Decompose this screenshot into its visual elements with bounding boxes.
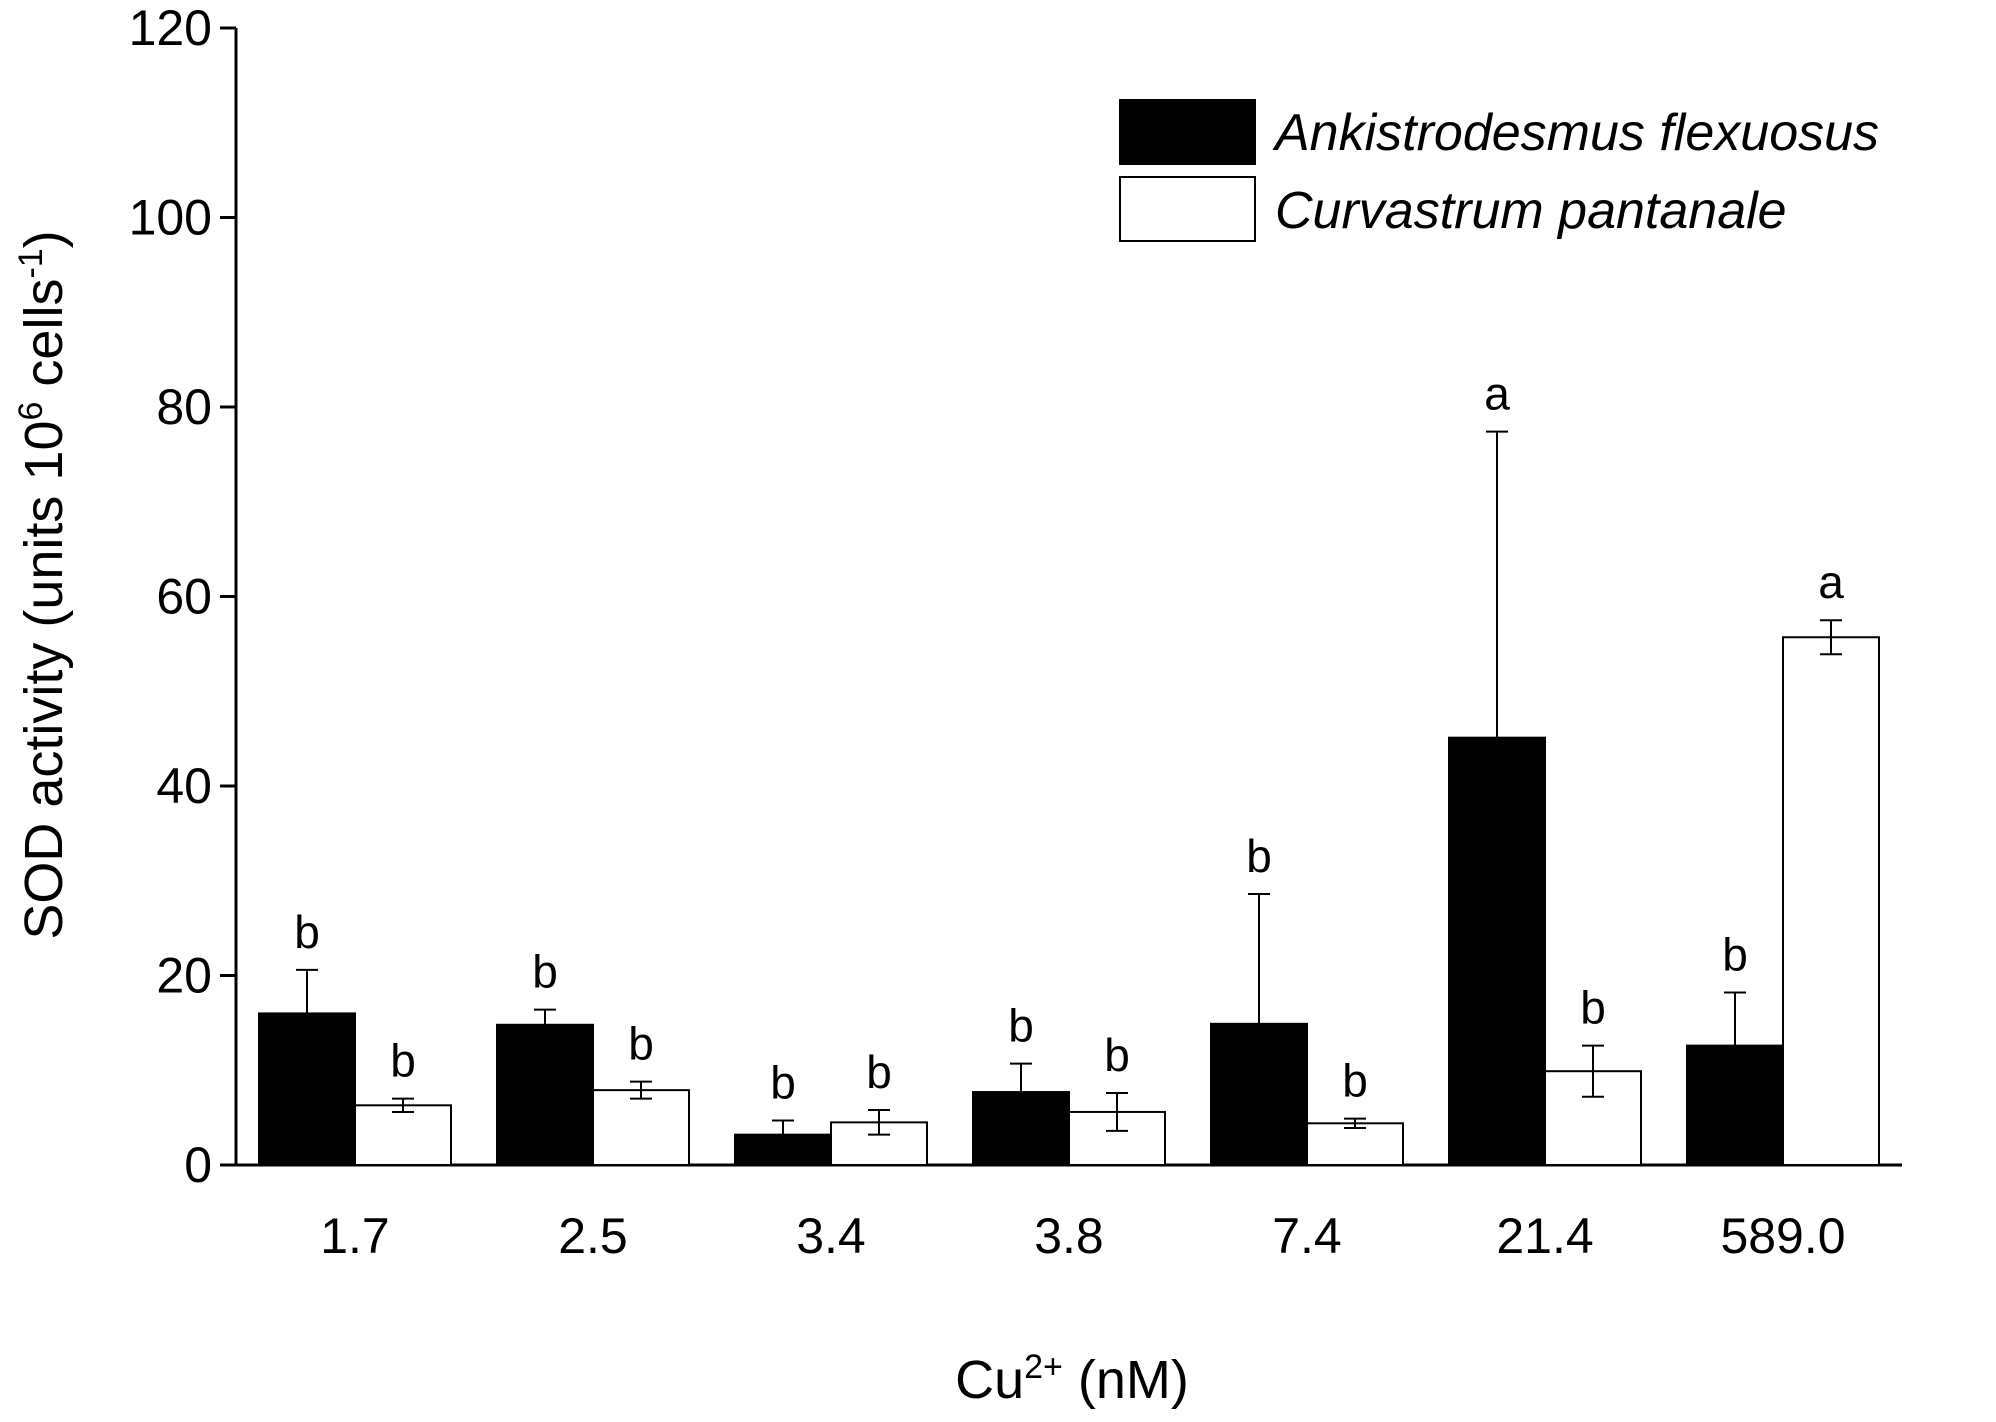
legend-label-series-1: Ankistrodesmus flexuosus bbox=[1272, 104, 1879, 162]
x-tick-label-1: 2.5 bbox=[558, 1208, 628, 1264]
x-tick-label-0: 1.7 bbox=[320, 1208, 390, 1264]
sig-label-s2-6: a bbox=[1818, 556, 1844, 608]
x-axis: 1.7 2.5 3.4 3.8 7.4 21.4 589.0 bbox=[236, 1163, 1902, 1264]
sig-label-s1-4: b bbox=[1246, 830, 1272, 882]
legend: Ankistrodesmus flexuosus Curvastrum pant… bbox=[1119, 99, 1879, 242]
sig-label-s1-3: b bbox=[1008, 1000, 1034, 1052]
sig-label-s1-2: b bbox=[770, 1056, 796, 1108]
y-tick-label-4: 80 bbox=[156, 379, 212, 435]
y-axis: 0 20 40 60 80 100 120 bbox=[129, 0, 238, 1193]
bar-series-1-1 bbox=[496, 1023, 594, 1167]
legend-swatch-series-2 bbox=[1119, 176, 1256, 242]
x-tick-label-5: 21.4 bbox=[1496, 1208, 1593, 1264]
bar-series-2-6 bbox=[1782, 636, 1880, 1166]
significance-labels: b b b b b b b b b b a b b a bbox=[294, 368, 1844, 1109]
sig-label-s2-4: b bbox=[1342, 1055, 1368, 1107]
sig-label-s1-1: b bbox=[532, 946, 558, 998]
error-bars bbox=[296, 430, 1842, 1155]
sig-label-s2-5: b bbox=[1580, 982, 1606, 1034]
y-axis-title: SOD activity (units 106 cells-1) bbox=[12, 230, 74, 939]
x-tick-label-4: 7.4 bbox=[1272, 1208, 1342, 1264]
bars bbox=[258, 636, 1880, 1167]
x-tick-label-3: 3.8 bbox=[1034, 1208, 1104, 1264]
legend-label-series-2: Curvastrum pantanale bbox=[1275, 182, 1787, 240]
y-tick-label-2: 40 bbox=[156, 758, 212, 814]
sig-label-s1-0: b bbox=[294, 906, 320, 958]
sig-label-s2-1: b bbox=[628, 1018, 654, 1070]
x-tick-label-2: 3.4 bbox=[796, 1208, 866, 1264]
sig-label-s2-3: b bbox=[1104, 1029, 1130, 1081]
sig-label-s1-6: b bbox=[1722, 929, 1748, 981]
bar-series-2-0 bbox=[354, 1104, 452, 1166]
y-tick-label-6: 120 bbox=[129, 0, 212, 56]
y-tick-label-0: 0 bbox=[184, 1137, 212, 1193]
bar-series-2-1 bbox=[592, 1089, 690, 1166]
legend-swatch-series-1 bbox=[1119, 99, 1256, 165]
sig-label-s2-0: b bbox=[390, 1035, 416, 1087]
y-tick-label-3: 60 bbox=[156, 569, 212, 625]
bar-series-2-4 bbox=[1306, 1122, 1404, 1167]
x-axis-title: Cu2+ (nM) bbox=[955, 1348, 1189, 1410]
y-tick-label-1: 20 bbox=[156, 948, 212, 1004]
sig-label-s1-5: a bbox=[1484, 368, 1510, 420]
x-tick-label-6: 589.0 bbox=[1720, 1208, 1845, 1264]
y-tick-label-5: 100 bbox=[129, 190, 212, 246]
sig-label-s2-2: b bbox=[866, 1046, 892, 1098]
